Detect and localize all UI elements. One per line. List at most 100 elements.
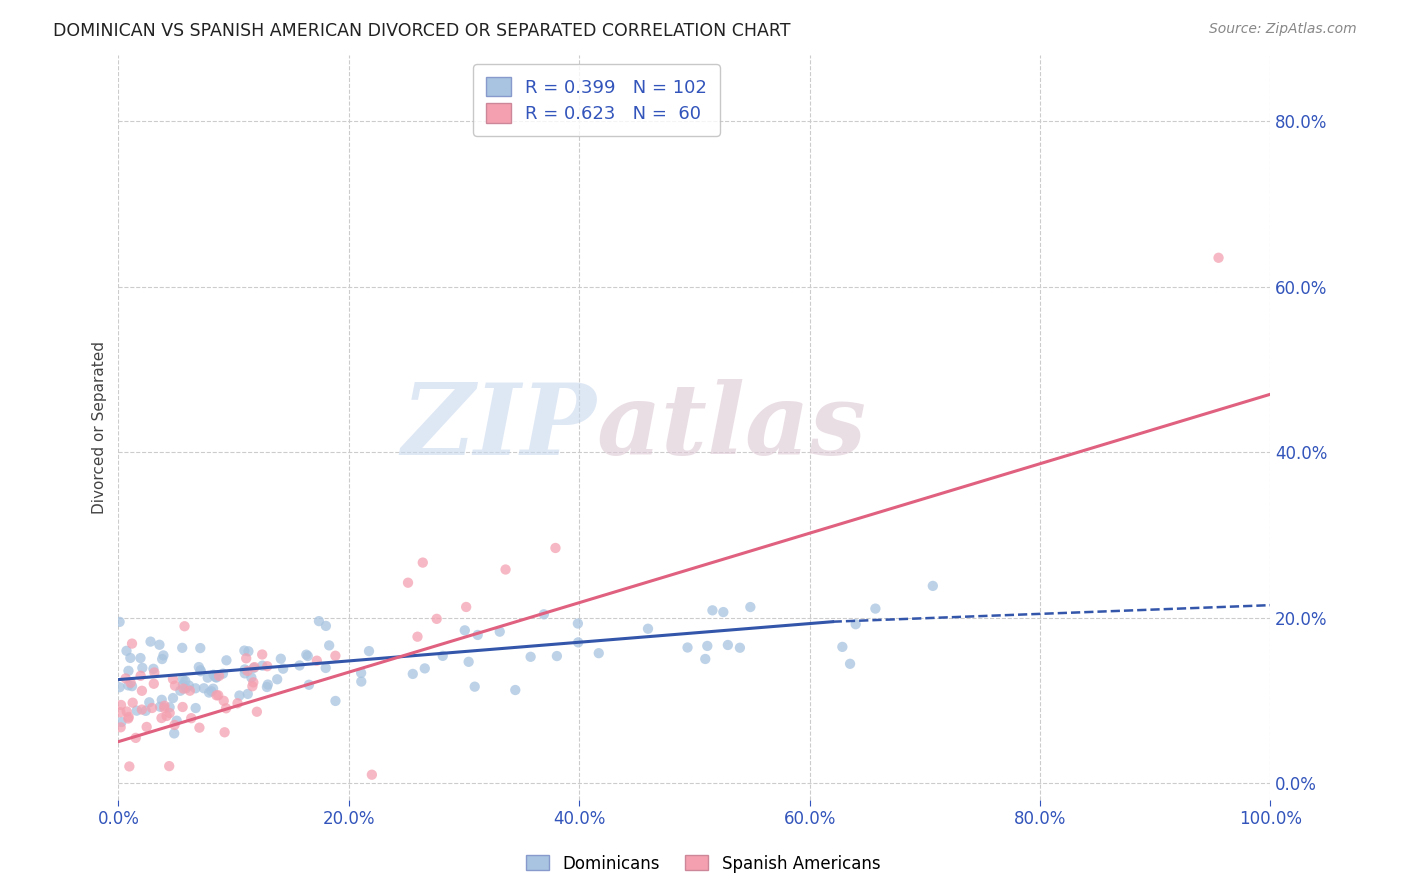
Point — [179, 683, 201, 698]
Point — [256, 680, 278, 694]
Point — [115, 644, 138, 658]
Point — [728, 640, 751, 655]
Point — [121, 637, 143, 651]
Point — [865, 601, 887, 615]
Point — [467, 628, 489, 642]
Point — [831, 640, 853, 654]
Point — [139, 634, 162, 648]
Point — [163, 679, 186, 693]
Point — [235, 651, 257, 665]
Point — [121, 679, 143, 693]
Point — [153, 698, 176, 713]
Point — [238, 644, 260, 658]
Legend: Dominicans, Spanish Americans: Dominicans, Spanish Americans — [519, 848, 887, 880]
Point — [114, 672, 136, 686]
Point — [187, 660, 209, 674]
Point — [533, 607, 555, 622]
Point — [157, 759, 180, 773]
Point — [546, 648, 568, 663]
Point — [174, 673, 197, 688]
Point — [174, 681, 197, 695]
Point — [162, 672, 184, 686]
Point — [711, 605, 734, 619]
Point — [695, 652, 717, 666]
Point — [242, 675, 264, 690]
Point — [172, 672, 194, 686]
Point — [172, 681, 194, 696]
Point — [297, 648, 319, 663]
Point — [200, 684, 222, 698]
Point — [305, 654, 328, 668]
Point — [115, 705, 138, 719]
Point — [637, 622, 659, 636]
Point — [172, 640, 194, 655]
Point — [243, 660, 266, 674]
Point — [519, 649, 541, 664]
Point — [228, 689, 250, 703]
Point — [110, 714, 132, 729]
Point — [172, 678, 194, 692]
Point — [207, 688, 229, 702]
Point — [288, 658, 311, 673]
Point — [118, 759, 141, 773]
Point — [169, 683, 191, 698]
Point — [921, 579, 943, 593]
Point — [177, 679, 200, 693]
Point — [190, 663, 212, 677]
Text: atlas: atlas — [596, 379, 866, 475]
Point — [266, 673, 288, 687]
Point — [236, 687, 259, 701]
Point — [163, 718, 186, 732]
Point — [193, 681, 215, 696]
Point — [454, 624, 477, 638]
Point — [246, 705, 269, 719]
Point — [270, 651, 292, 665]
Point — [198, 685, 221, 699]
Point — [204, 670, 226, 684]
Point — [236, 664, 259, 678]
Point — [226, 696, 249, 710]
Point — [117, 678, 139, 692]
Point — [325, 648, 347, 663]
Point — [197, 671, 219, 685]
Point — [184, 681, 207, 696]
Point — [567, 635, 589, 649]
Point — [396, 575, 419, 590]
Point — [252, 658, 274, 673]
Point — [162, 691, 184, 706]
Point — [298, 678, 321, 692]
Point — [308, 614, 330, 628]
Point — [242, 679, 264, 693]
Point — [159, 700, 181, 714]
Point — [588, 646, 610, 660]
Point — [129, 651, 152, 665]
Point — [148, 638, 170, 652]
Text: Source: ZipAtlas.com: Source: ZipAtlas.com — [1209, 22, 1357, 37]
Point — [125, 731, 148, 745]
Text: ZIP: ZIP — [402, 379, 596, 475]
Point — [150, 693, 173, 707]
Point — [135, 704, 157, 718]
Point — [717, 638, 740, 652]
Legend: R = 0.399   N = 102, R = 0.623   N =  60: R = 0.399 N = 102, R = 0.623 N = 60 — [472, 64, 720, 136]
Point — [215, 653, 238, 667]
Point — [142, 677, 165, 691]
Point — [110, 720, 132, 734]
Point — [212, 666, 235, 681]
Point — [315, 661, 337, 675]
Point — [138, 695, 160, 709]
Point — [412, 556, 434, 570]
Point — [118, 710, 141, 724]
Point — [432, 648, 454, 663]
Point — [188, 641, 211, 656]
Point — [696, 639, 718, 653]
Point — [402, 667, 425, 681]
Point — [120, 676, 142, 690]
Point — [544, 541, 567, 555]
Point — [117, 712, 139, 726]
Point — [256, 677, 278, 691]
Point — [205, 671, 228, 685]
Point — [173, 619, 195, 633]
Point — [676, 640, 699, 655]
Point — [215, 701, 238, 715]
